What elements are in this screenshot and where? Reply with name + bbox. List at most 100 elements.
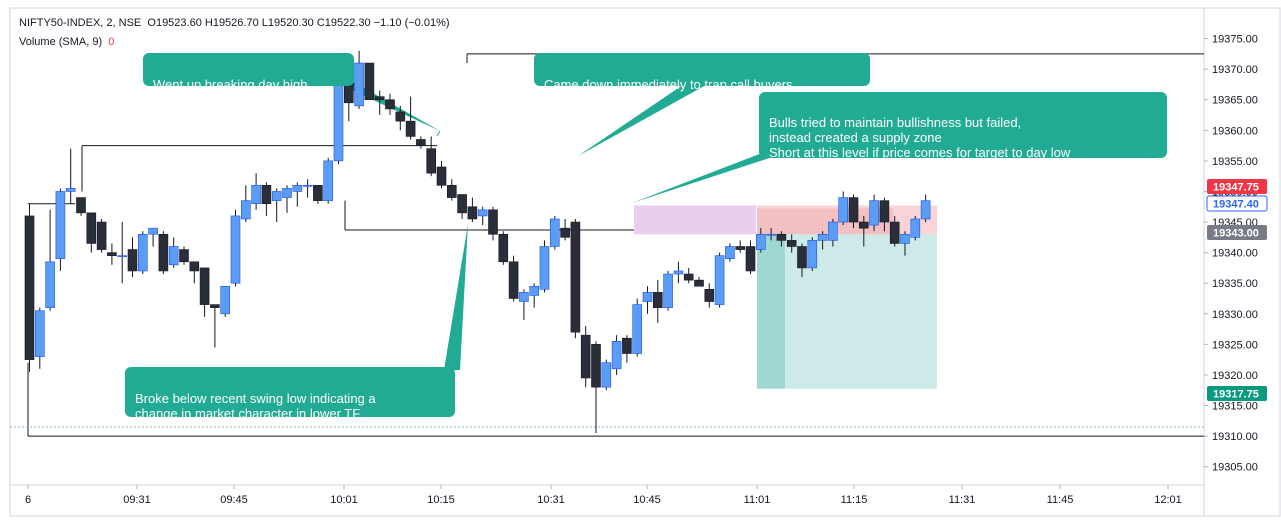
candle	[549, 218, 560, 247]
candle	[426, 148, 437, 174]
y-tick-label: 19340.00	[1212, 248, 1258, 260]
y-tick-label: 19370.00	[1212, 64, 1258, 76]
candle	[725, 246, 735, 260]
price-label-text: 19343.00	[1213, 228, 1259, 240]
candle	[920, 200, 931, 220]
pointer-tip	[436, 130, 441, 137]
candle	[663, 273, 673, 308]
x-tick-label: 11:45	[1047, 494, 1074, 506]
candle	[519, 292, 529, 302]
x-tick-label: 12:01	[1154, 494, 1182, 506]
candle	[323, 160, 334, 201]
candle	[86, 212, 97, 244]
callout-supply-zone-text: Bulls tried to maintain bullishness but …	[769, 115, 1071, 160]
y-tick-label: 19330.00	[1212, 309, 1258, 321]
price-label-red: 19347.75	[1207, 179, 1267, 194]
candle	[24, 215, 35, 360]
indicator-name: Volume (SMA, 9)	[19, 36, 103, 48]
candle	[488, 209, 498, 235]
candle	[96, 221, 107, 250]
candle	[282, 188, 292, 198]
x-tick-label: 09:45	[220, 494, 248, 506]
candle	[395, 111, 406, 122]
x-tick-label: 09:31	[123, 494, 151, 506]
x-tick-label: 6	[25, 494, 31, 506]
candle	[457, 194, 467, 214]
price-label-box	[1207, 179, 1267, 194]
callout-trap[interactable]: Came down immediately to trap call buyer…	[534, 53, 870, 92]
candle	[858, 221, 869, 229]
candle	[817, 233, 828, 241]
candle	[55, 191, 66, 260]
y-tick-label: 19325.00	[1212, 339, 1258, 351]
candle	[889, 221, 900, 244]
callout-trap-text: Came down immediately to trap call buyer…	[544, 77, 793, 92]
candle	[714, 255, 725, 305]
candle	[261, 185, 272, 204]
candle	[611, 340, 622, 370]
callout-trap-pointer	[578, 80, 715, 156]
callout-supply-zone[interactable]: Bulls tried to maintain bullishness but …	[759, 92, 1167, 160]
price-label-box	[1207, 386, 1267, 401]
candle	[45, 261, 55, 308]
candle	[179, 249, 189, 263]
x-tick-label: 11:31	[949, 494, 976, 506]
x-tick-label: 10:01	[330, 494, 358, 506]
candle	[786, 240, 797, 247]
callout-day-high[interactable]: Went up breaking day high	[143, 53, 354, 92]
candle	[755, 233, 766, 250]
candle	[313, 185, 323, 201]
candle	[601, 362, 612, 388]
price-label-text: 19347.40	[1213, 199, 1259, 211]
candle	[148, 227, 158, 235]
y-tick-label: 19305.00	[1212, 462, 1258, 474]
callout-day-high-text: Went up breaking day high	[153, 77, 308, 92]
y-tick-label: 19365.00	[1212, 95, 1258, 107]
candle	[642, 292, 653, 302]
price-label-blue: 19347.40	[1206, 195, 1268, 212]
y-tick-label: 19355.00	[1212, 156, 1258, 168]
candle	[797, 246, 807, 269]
x-tick-label: 10:31	[537, 494, 565, 506]
callout-supply-zone-pointer	[632, 148, 800, 203]
candle	[673, 270, 684, 275]
candle	[580, 334, 591, 379]
x-tick-label: 10:45	[633, 494, 661, 506]
candle	[910, 218, 921, 238]
y-tick-label: 19320.00	[1212, 370, 1258, 382]
price-label-box	[1207, 225, 1267, 240]
candle	[76, 197, 86, 214]
candle	[591, 344, 601, 388]
supply-zone	[634, 205, 756, 235]
candle	[869, 200, 879, 226]
candle	[467, 206, 478, 220]
symbol-header: NIFTY50-INDEX, 2, NSE O19523.60 H19526.7…	[19, 17, 450, 29]
candle	[292, 185, 303, 192]
candle	[745, 246, 756, 272]
x-tick-label: 10:15	[427, 494, 455, 506]
candle	[446, 185, 457, 198]
candle	[34, 310, 45, 357]
candle	[354, 62, 364, 107]
y-tick-label: 19315.00	[1212, 401, 1258, 413]
candle	[622, 337, 632, 354]
candle	[683, 273, 694, 281]
symbol-name: NIFTY50-INDEX, 2, NSE	[19, 17, 142, 29]
ohlc-values: O19523.60 H19526.70 L19520.30 C19522.30 …	[147, 17, 450, 29]
candle	[302, 185, 313, 187]
candle	[539, 246, 550, 290]
candle	[199, 267, 210, 305]
price-label-text: 19317.75	[1213, 389, 1259, 401]
indicator-value: 0	[108, 36, 115, 48]
callout-swing-low[interactable]: Broke below recent swing low indicating …	[125, 367, 455, 421]
candle	[117, 255, 127, 257]
candle	[560, 227, 570, 238]
target-zone-inner	[757, 234, 785, 389]
candle	[766, 233, 776, 236]
candle	[498, 233, 509, 263]
callout-swing-low-text: Broke below recent swing low indicating …	[135, 391, 376, 421]
candle	[230, 215, 241, 284]
candle	[271, 191, 282, 201]
candle	[848, 197, 859, 223]
candle	[900, 233, 910, 244]
